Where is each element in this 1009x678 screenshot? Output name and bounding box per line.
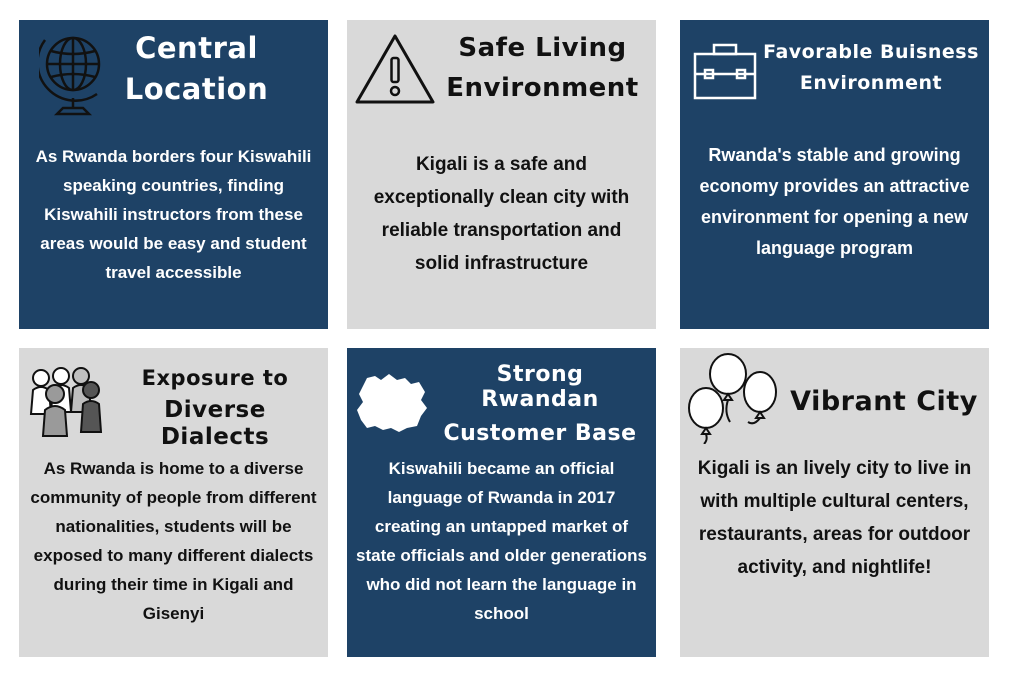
globe-icon xyxy=(39,30,111,118)
tile-title: Strong Rwandan Customer Base xyxy=(435,362,645,446)
tile-description: Kiswahili became an official language of… xyxy=(356,459,647,623)
tile-title: Safe Living Environment xyxy=(445,33,640,104)
tile-vibrant-city: Vibrant City Kigali is an lively city to… xyxy=(680,348,989,657)
tile-description: Rwanda's stable and growing economy prov… xyxy=(699,145,970,258)
briefcase-icon xyxy=(692,42,758,102)
tile-title-line: Exposure to xyxy=(141,366,289,390)
tile-description: Kigali is an lively city to live in with… xyxy=(697,458,972,578)
tile-favorable-business: Favorable Buisness Environment Rwanda's … xyxy=(680,20,989,329)
tile-title-line: Safe Living xyxy=(458,33,627,63)
tile-title-line: Central xyxy=(135,31,258,65)
tile-title-line: Favorable Buisness xyxy=(763,41,979,63)
people-icon xyxy=(25,364,107,438)
warning-icon xyxy=(353,32,437,106)
tile-title-line: Environment xyxy=(799,71,943,94)
tile-title-line: Strong Rwandan xyxy=(481,362,599,413)
balloons-icon xyxy=(684,352,780,444)
tile-safe-living: Safe Living Environment Kigali is a safe… xyxy=(347,20,656,329)
rwanda-map-icon xyxy=(353,370,431,434)
tile-diverse-dialects: Exposure to Diverse Dialects As Rwanda i… xyxy=(19,348,328,657)
tile-title: Favorable Buisness Environment xyxy=(762,41,980,95)
tile-title-line: Location xyxy=(124,72,269,107)
tile-central-location: Central Location As Rwanda borders four … xyxy=(19,20,328,329)
tile-title: Central Location xyxy=(119,31,274,107)
tile-description: As Rwanda is home to a diverse community… xyxy=(30,459,317,623)
tile-title: Vibrant City xyxy=(788,386,980,417)
tile-title-line: Customer Base xyxy=(443,420,637,446)
tile-description: As Rwanda borders four Kiswahili speakin… xyxy=(35,147,312,282)
tile-title-line: Diverse Dialects xyxy=(160,397,270,450)
tile-description: Kigali is a safe and exceptionally clean… xyxy=(373,154,630,274)
tile-title: Exposure to Diverse Dialects xyxy=(109,366,321,450)
tile-title-line: Environment xyxy=(446,72,639,103)
tile-customer-base: Strong Rwandan Customer Base Kiswahili b… xyxy=(347,348,656,657)
tile-title-line: Vibrant City xyxy=(790,386,978,417)
